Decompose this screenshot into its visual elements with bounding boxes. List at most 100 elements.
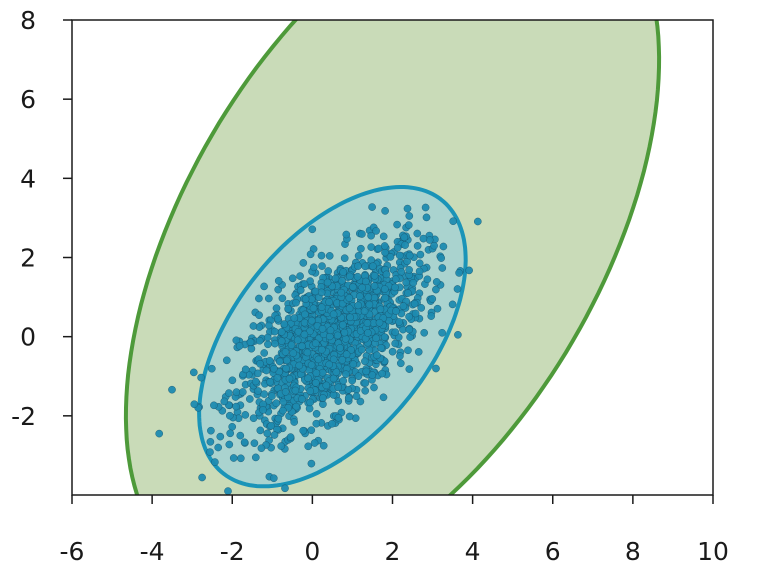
scatter-point <box>292 402 301 411</box>
scatter-point <box>314 355 323 364</box>
scatter-point <box>282 364 290 373</box>
scatter-point <box>404 346 412 355</box>
scatter-point <box>251 377 260 386</box>
scatter-point <box>235 342 244 350</box>
scatter-point <box>190 400 199 409</box>
scatter-point <box>197 373 205 382</box>
scatter-point <box>278 294 287 303</box>
scatter-point <box>307 426 316 435</box>
scatter-point <box>414 348 423 356</box>
scatter-point <box>430 241 438 250</box>
scatter-point <box>360 307 369 316</box>
scatter-point <box>395 251 404 260</box>
scatter-point <box>189 368 198 377</box>
scatter-point <box>396 359 405 368</box>
scatter-point <box>260 349 269 357</box>
scatter-point <box>449 217 458 225</box>
scatter-point <box>277 328 286 336</box>
scatter-point <box>349 360 358 369</box>
scatter-point <box>340 328 349 337</box>
scatter-point <box>259 406 267 414</box>
scatter-point <box>432 278 441 286</box>
scatter-point <box>324 267 333 275</box>
scatter-point <box>271 339 279 348</box>
scatter-point <box>363 319 372 327</box>
scatter-point <box>206 448 214 456</box>
scatter-point <box>306 387 315 395</box>
scatter-point <box>308 225 317 234</box>
scatter-point <box>368 203 376 211</box>
scatter-point <box>311 287 320 296</box>
scatter-point <box>428 295 437 303</box>
scatter-point <box>290 314 299 322</box>
scatter-point <box>346 313 354 322</box>
scatter-point <box>207 426 215 435</box>
scatter-point <box>405 365 414 373</box>
scatter-point <box>319 441 328 450</box>
scatter-point <box>404 221 413 229</box>
scatter-point <box>255 311 263 320</box>
scatter-point <box>361 379 370 387</box>
scatter-point <box>354 262 362 270</box>
scatter-point <box>399 302 408 310</box>
scatter-point <box>437 254 446 262</box>
y-tick-label: -2 <box>11 402 36 431</box>
scatter-point <box>300 330 309 339</box>
scatter-point <box>226 429 234 438</box>
scatter-point <box>318 368 327 377</box>
scatter-point <box>228 376 237 385</box>
scatter-point <box>352 392 361 401</box>
scatter-point <box>377 343 385 352</box>
scatter-point <box>318 262 326 270</box>
scatter-point <box>404 289 412 297</box>
scatter-point <box>334 397 343 405</box>
scatter-point <box>246 338 255 347</box>
scatter-point <box>439 242 448 251</box>
scatter-point <box>405 212 414 220</box>
x-tick-label: 6 <box>545 537 561 566</box>
scatter-point <box>241 411 250 419</box>
scatter-point <box>245 395 254 403</box>
scatter-point <box>345 304 354 313</box>
scatter-point <box>280 320 289 328</box>
scatter-point <box>241 365 250 374</box>
scatter-point <box>433 304 442 313</box>
scatter-point <box>310 439 319 447</box>
scatter-point <box>299 259 308 267</box>
scatter-point <box>388 347 397 356</box>
scatter-point <box>364 329 372 337</box>
scatter-point <box>393 220 401 229</box>
scatter-point <box>354 372 363 381</box>
scatter-point <box>317 345 326 354</box>
scatter-point <box>301 310 309 319</box>
scatter-point <box>427 312 436 320</box>
scatter-point <box>376 305 385 314</box>
scatter-point <box>287 341 296 349</box>
scatter-point <box>342 230 351 239</box>
scatter-point <box>225 389 233 397</box>
scatter-point <box>328 419 336 428</box>
scatter-point <box>357 244 365 253</box>
scatter-point <box>264 340 272 349</box>
scatter-point <box>296 286 305 294</box>
scatter-point <box>254 387 262 395</box>
scatter-point <box>448 300 457 309</box>
scatter-point <box>255 294 263 303</box>
scatter-point <box>423 275 432 284</box>
scatter-point <box>415 259 424 268</box>
scatter-point <box>379 232 388 241</box>
scatter-point <box>340 254 349 263</box>
scatter-point <box>256 359 264 368</box>
scatter-point <box>281 388 290 396</box>
scatter-point <box>309 304 318 313</box>
scatter-point <box>438 264 447 272</box>
scatter-point <box>325 360 334 369</box>
scatter-point <box>326 326 335 335</box>
scatter-point <box>358 283 367 292</box>
scatter-point <box>381 248 389 257</box>
scatter-point <box>322 381 331 390</box>
y-tick-label: 2 <box>20 244 36 273</box>
scatter-point <box>210 401 218 410</box>
scatter-point <box>304 442 313 451</box>
